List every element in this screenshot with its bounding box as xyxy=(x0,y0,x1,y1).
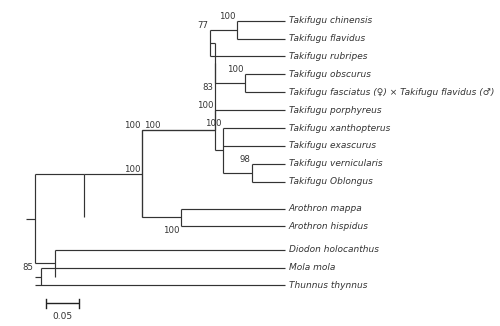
Text: 100: 100 xyxy=(163,227,180,235)
Text: 98: 98 xyxy=(240,155,250,164)
Text: Thunnus thynnus: Thunnus thynnus xyxy=(289,281,368,290)
Text: 83: 83 xyxy=(203,83,214,92)
Text: 0.05: 0.05 xyxy=(52,312,72,321)
Text: 100: 100 xyxy=(206,119,222,128)
Text: Mola mola: Mola mola xyxy=(289,263,335,272)
Text: Takifugu chinensis: Takifugu chinensis xyxy=(289,16,372,25)
Text: Takifugu flavidus: Takifugu flavidus xyxy=(289,34,365,43)
Text: Takifugu obscurus: Takifugu obscurus xyxy=(289,70,371,79)
Text: Takifugu exascurus: Takifugu exascurus xyxy=(289,141,376,150)
Text: Arothron mappa: Arothron mappa xyxy=(289,204,362,213)
Text: Takifugu porphyreus: Takifugu porphyreus xyxy=(289,106,382,115)
Text: 77: 77 xyxy=(198,21,208,30)
Text: 100: 100 xyxy=(219,12,236,21)
Text: 100: 100 xyxy=(144,121,160,130)
Text: Diodon holocanthus: Diodon holocanthus xyxy=(289,245,379,254)
Text: Takifugu rubripes: Takifugu rubripes xyxy=(289,52,368,61)
Text: 85: 85 xyxy=(22,263,34,272)
Text: 100: 100 xyxy=(124,165,141,174)
Text: Takifugu Oblongus: Takifugu Oblongus xyxy=(289,177,372,186)
Text: 100: 100 xyxy=(198,101,214,110)
Text: 100: 100 xyxy=(227,65,244,74)
Text: Takifugu vernicularis: Takifugu vernicularis xyxy=(289,159,382,168)
Text: Takifugu xanthopterus: Takifugu xanthopterus xyxy=(289,124,390,133)
Text: Arothron hispidus: Arothron hispidus xyxy=(289,222,369,231)
Text: 100: 100 xyxy=(124,121,141,130)
Text: Takifugu fasciatus (♀) × Takifugu flavidus (♂): Takifugu fasciatus (♀) × Takifugu flavid… xyxy=(289,88,494,97)
